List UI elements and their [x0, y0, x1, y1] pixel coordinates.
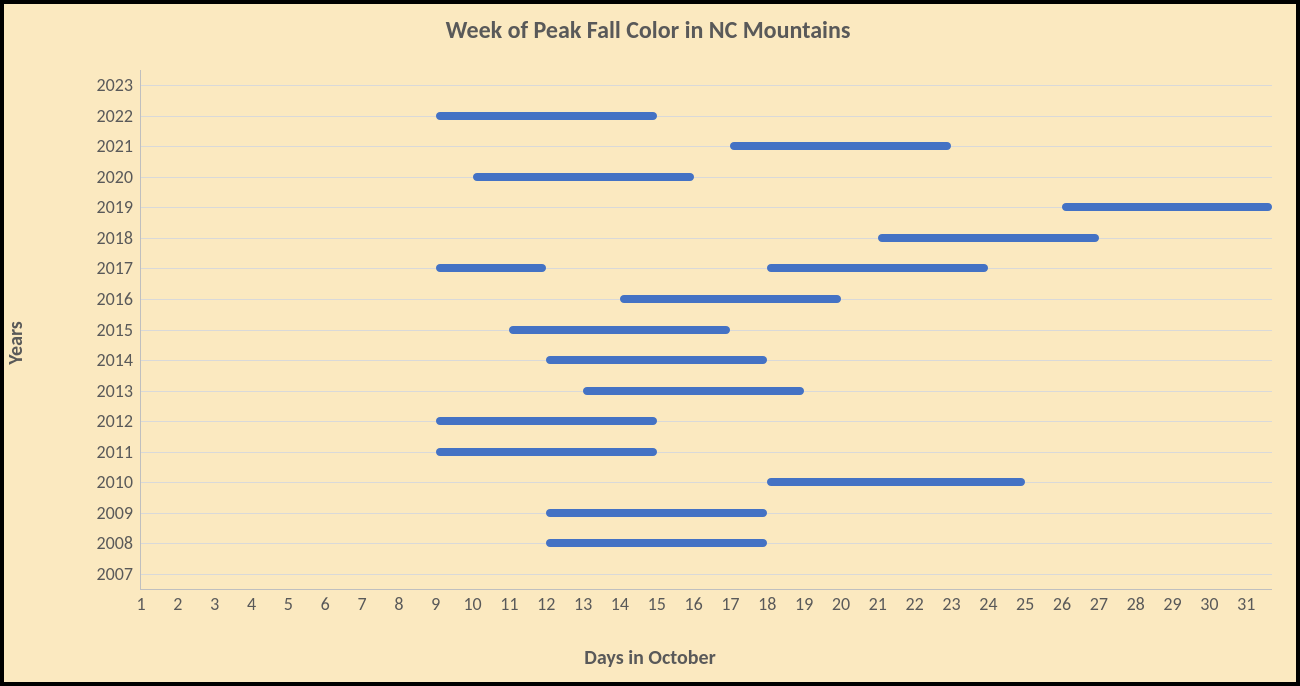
x-tick-label: 18 [758, 589, 776, 615]
y-tick-label: 2021 [97, 135, 142, 157]
x-tick-label: 29 [1163, 589, 1181, 615]
x-tick-label: 13 [574, 589, 592, 615]
plot-area: 2007200820092010201120122013201420152016… [140, 70, 1272, 590]
x-tick-label: 5 [284, 589, 293, 615]
x-tick-label: 15 [648, 589, 666, 615]
y-tick-label: 2022 [97, 105, 142, 127]
y-axis-title: Years [4, 321, 28, 365]
x-tick-label: 26 [1053, 589, 1071, 615]
y-gridline [141, 268, 1272, 269]
y-tick-label: 2014 [97, 349, 142, 371]
y-tick-label: 2011 [97, 441, 142, 463]
x-tick-label: 24 [979, 589, 997, 615]
y-gridline [141, 574, 1272, 575]
range-bar [546, 509, 767, 517]
x-tick-label: 22 [906, 589, 924, 615]
range-bar [620, 295, 841, 303]
y-tick-label: 2017 [97, 257, 142, 279]
x-tick-label: 25 [1016, 589, 1034, 615]
y-gridline [141, 452, 1272, 453]
y-tick-label: 2007 [97, 563, 142, 585]
y-gridline [141, 85, 1272, 86]
y-tick-label: 2013 [97, 380, 142, 402]
y-gridline [141, 238, 1272, 239]
range-bar [436, 264, 547, 272]
x-tick-label: 12 [537, 589, 555, 615]
x-tick-label: 9 [431, 589, 440, 615]
range-bar [767, 264, 988, 272]
x-tick-label: 17 [721, 589, 739, 615]
x-tick-label: 1 [136, 589, 145, 615]
x-axis-title: Days in October [584, 646, 715, 670]
y-tick-label: 2012 [97, 410, 142, 432]
chart-wrap: 2007200820092010201120122013201420152016… [76, 70, 1272, 620]
range-bar [583, 387, 804, 395]
y-tick-label: 2015 [97, 319, 142, 341]
x-tick-label: 14 [611, 589, 629, 615]
x-tick-label: 3 [210, 589, 219, 615]
x-tick-label: 19 [795, 589, 813, 615]
x-tick-label: 8 [394, 589, 403, 615]
y-gridline [141, 116, 1272, 117]
range-bar [546, 539, 767, 547]
range-bar [878, 234, 1099, 242]
y-tick-label: 2008 [97, 532, 142, 554]
x-tick-label: 16 [684, 589, 702, 615]
y-gridline [141, 146, 1272, 147]
y-tick-label: 2019 [97, 196, 142, 218]
y-tick-label: 2018 [97, 227, 142, 249]
range-bar [473, 173, 694, 181]
x-tick-label: 6 [321, 589, 330, 615]
y-gridline [141, 177, 1272, 178]
range-bar [436, 112, 657, 120]
y-tick-label: 2016 [97, 288, 142, 310]
chart-title: Week of Peak Fall Color in NC Mountains [20, 16, 1276, 45]
x-tick-label: 10 [463, 589, 481, 615]
y-gridline [141, 421, 1272, 422]
x-tick-label: 27 [1090, 589, 1108, 615]
range-bar [436, 417, 657, 425]
range-bar [436, 448, 657, 456]
x-tick-label: 30 [1200, 589, 1218, 615]
range-bar [767, 478, 1025, 486]
x-tick-label: 31 [1237, 589, 1255, 615]
x-tick-label: 20 [832, 589, 850, 615]
y-tick-label: 2010 [97, 471, 142, 493]
range-bar [546, 356, 767, 364]
x-tick-label: 28 [1127, 589, 1145, 615]
y-tick-label: 2009 [97, 502, 142, 524]
range-bar [509, 326, 730, 334]
y-tick-label: 2020 [97, 166, 142, 188]
x-tick-label: 7 [357, 589, 366, 615]
x-tick-label: 11 [500, 589, 518, 615]
chart-container: Week of Peak Fall Color in NC Mountains … [0, 0, 1300, 686]
x-tick-label: 2 [173, 589, 182, 615]
y-gridline [141, 482, 1272, 483]
x-tick-label: 4 [247, 589, 256, 615]
x-tick-label: 21 [869, 589, 887, 615]
range-bar [1062, 203, 1272, 211]
x-tick-label: 23 [942, 589, 960, 615]
range-bar [730, 142, 951, 150]
y-tick-label: 2023 [97, 74, 142, 96]
